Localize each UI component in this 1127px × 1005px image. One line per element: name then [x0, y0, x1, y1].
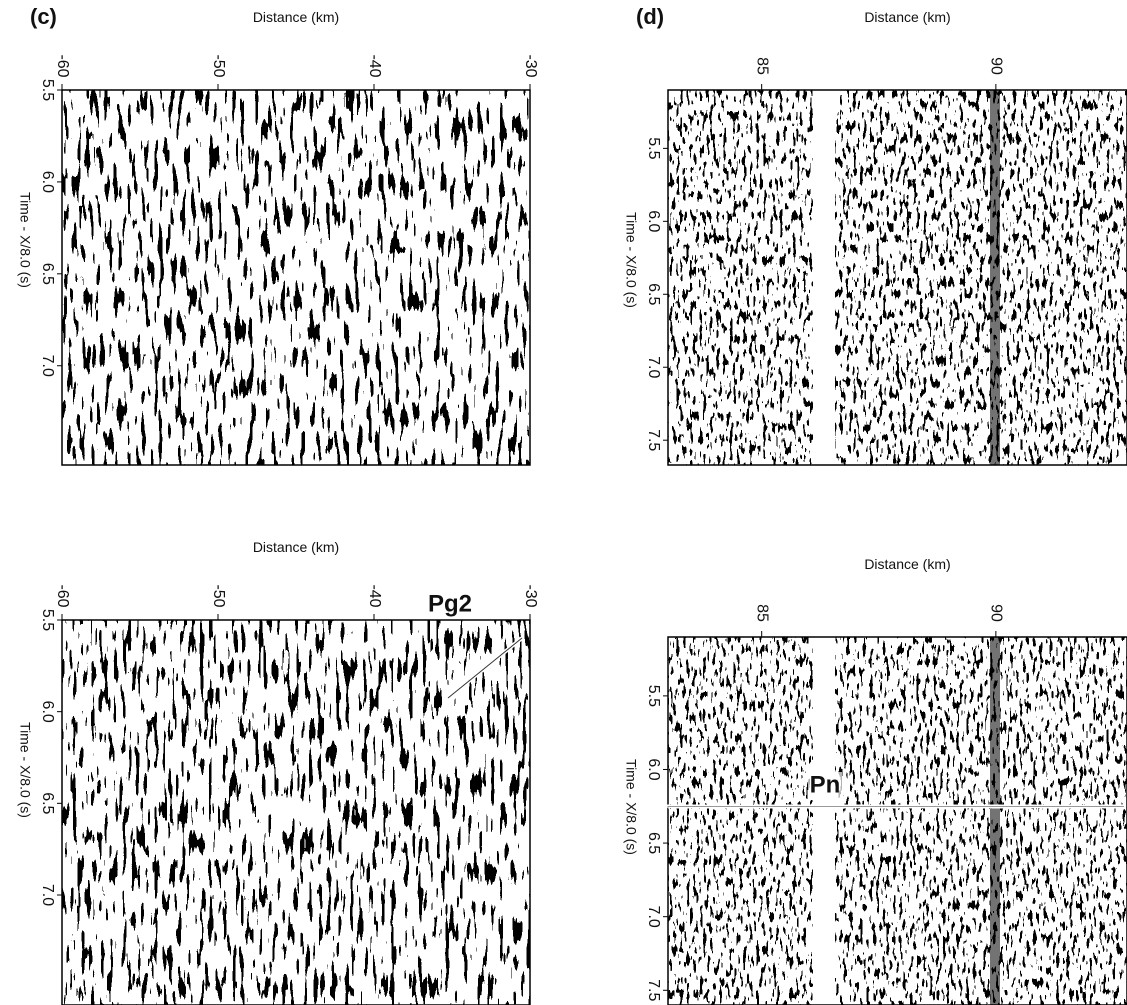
y-tick-label: 6.5	[39, 263, 56, 285]
x-tick-label: 85	[753, 604, 770, 622]
data-gap	[813, 637, 835, 1005]
x-tick-label: -60	[54, 584, 71, 607]
x-tick-label: -60	[54, 54, 71, 77]
y-tick-label: 7.5	[645, 979, 662, 1001]
x-tick-label: -50	[210, 54, 227, 77]
y-tick-label: 6.0	[39, 171, 56, 193]
y-tick-label: 7.0	[645, 906, 662, 928]
seismic-traces	[62, 620, 530, 1005]
seismic-panel	[668, 637, 1127, 1005]
annotation: Pn	[810, 771, 841, 798]
y-tick-label: 6.0	[645, 210, 662, 232]
y-tick-label: 5.5	[39, 609, 56, 631]
panel-label: (c)	[30, 4, 57, 29]
data-gap	[813, 90, 835, 465]
y-tick-label: 6.5	[39, 792, 56, 814]
y-axis-label: Time - X/8.0 (s)	[623, 212, 639, 308]
y-tick-label: 7.0	[39, 884, 56, 906]
y-axis-label: Time - X/8.0 (s)	[623, 759, 639, 855]
dark-trace	[990, 90, 1000, 465]
y-tick-label: 5.5	[645, 137, 662, 159]
y-tick-label: 5.5	[645, 685, 662, 707]
seismic-traces	[62, 90, 530, 465]
dark-trace	[990, 637, 1000, 1005]
seismic-panel	[62, 90, 530, 465]
y-tick-label: 6.0	[645, 758, 662, 780]
x-tick-label: 90	[988, 57, 1005, 75]
y-axis-label: Time - X/8.0 (s)	[17, 722, 33, 818]
x-tick-label: 90	[988, 604, 1005, 622]
seismic-panel	[62, 620, 530, 1005]
x-axis-label: Distance (km)	[253, 539, 339, 555]
x-tick-label: 85	[753, 57, 770, 75]
y-axis-label: Time - X/8.0 (s)	[17, 192, 33, 288]
y-tick-label: 6.5	[645, 283, 662, 305]
y-tick-label: 7.5	[645, 429, 662, 451]
seismic-traces	[668, 637, 1127, 1005]
y-tick-label: 7.0	[39, 355, 56, 377]
x-axis-label: Distance (km)	[864, 9, 950, 25]
y-tick-label: 6.5	[645, 832, 662, 854]
x-tick-label: -30	[522, 584, 539, 607]
figure: Distance (km) -60 -50 -40 -30 5.5 6.0 6.5 7.0 Tim…	[0, 0, 1127, 1005]
seismic-traces	[668, 90, 1127, 465]
x-tick-label: -40	[366, 584, 383, 607]
panel-label: (d)	[636, 4, 664, 29]
y-tick-label: 5.5	[39, 79, 56, 101]
y-tick-label: 7.0	[645, 356, 662, 378]
annotation: Pg2	[428, 590, 472, 617]
x-tick-label: -30	[522, 54, 539, 77]
x-axis-label: Distance (km)	[253, 9, 339, 25]
x-tick-label: -40	[366, 54, 383, 77]
x-tick-label: -50	[210, 584, 227, 607]
seismic-panel	[668, 90, 1127, 465]
x-axis-label: Distance (km)	[864, 556, 950, 572]
y-tick-label: 6.0	[39, 701, 56, 723]
